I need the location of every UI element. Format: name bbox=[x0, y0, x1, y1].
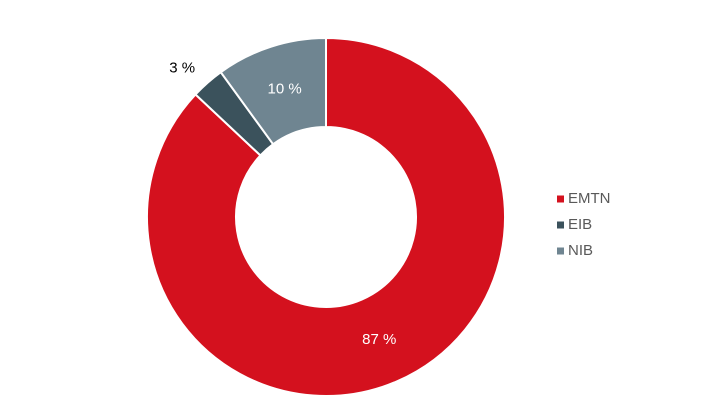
legend-swatch bbox=[557, 247, 564, 255]
data-label: 87 % bbox=[362, 331, 396, 348]
legend-label: NIB bbox=[568, 242, 593, 259]
slice bbox=[146, 36, 506, 397]
legend-label: EMTN bbox=[568, 190, 611, 207]
data-label: 3 % bbox=[169, 59, 195, 76]
legend-swatch bbox=[557, 221, 564, 229]
legend-swatch bbox=[557, 195, 564, 203]
slice bbox=[219, 36, 327, 146]
legend-label: EIB bbox=[568, 216, 592, 233]
data-label: 10 % bbox=[267, 81, 301, 98]
